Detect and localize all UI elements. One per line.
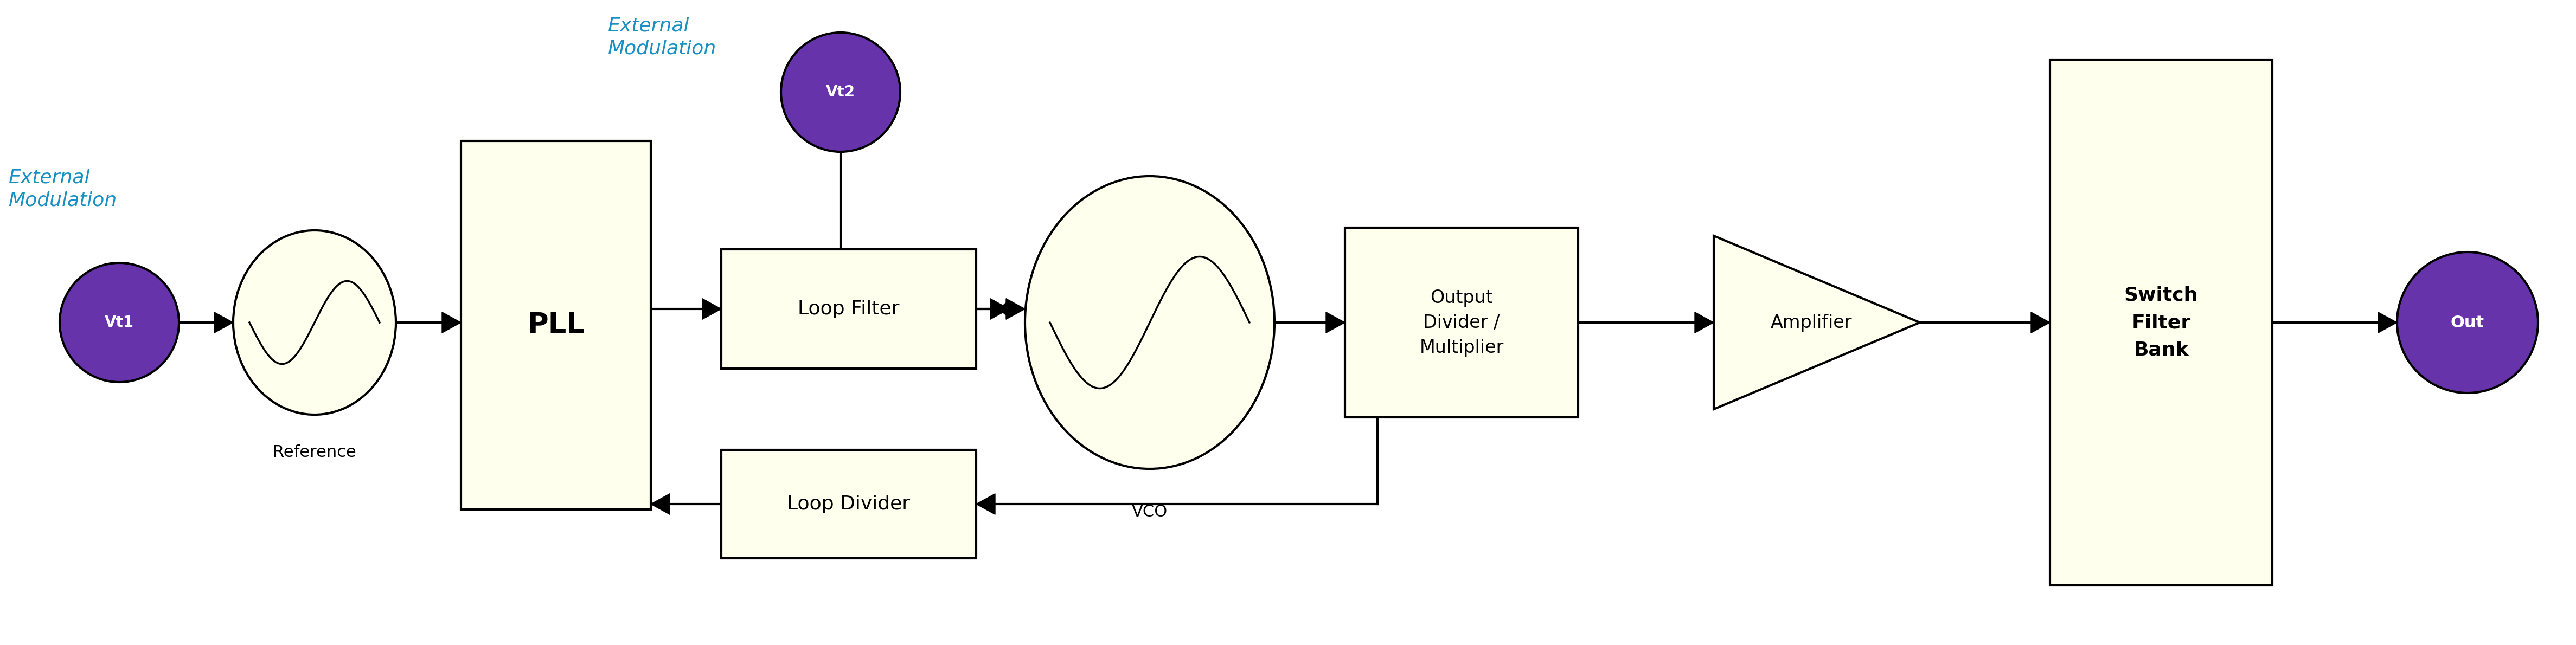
Text: PLL: PLL	[528, 311, 585, 339]
Circle shape	[59, 263, 178, 382]
Polygon shape	[1327, 312, 1345, 333]
Bar	[461, 141, 652, 510]
Text: VCO: VCO	[1131, 504, 1167, 520]
Text: Loop Divider: Loop Divider	[788, 495, 909, 513]
Bar	[2050, 59, 2272, 586]
Text: Amplifier: Amplifier	[1770, 313, 1852, 332]
Text: Loop Filter: Loop Filter	[799, 300, 899, 318]
Text: Out: Out	[2450, 315, 2483, 330]
Text: Vt2: Vt2	[827, 84, 855, 100]
Polygon shape	[1007, 299, 1025, 319]
Polygon shape	[1713, 236, 1919, 409]
Text: External
Modulation: External Modulation	[8, 168, 116, 209]
Polygon shape	[2378, 312, 2398, 333]
Polygon shape	[214, 312, 234, 333]
Polygon shape	[443, 312, 461, 333]
Text: Switch
Filter
Bank: Switch Filter Bank	[2125, 286, 2197, 359]
Polygon shape	[1695, 312, 1713, 333]
Circle shape	[1002, 303, 1015, 315]
Ellipse shape	[234, 230, 397, 415]
Bar	[1345, 228, 1579, 417]
Bar	[721, 250, 976, 368]
Polygon shape	[652, 493, 670, 515]
Circle shape	[2398, 252, 2537, 393]
Polygon shape	[2030, 312, 2050, 333]
Polygon shape	[703, 299, 721, 319]
Polygon shape	[989, 299, 1010, 319]
Text: Reference: Reference	[273, 444, 355, 460]
Text: Vt1: Vt1	[106, 315, 134, 330]
Polygon shape	[976, 493, 994, 515]
Bar	[721, 450, 976, 559]
Ellipse shape	[1025, 176, 1275, 469]
Text: Output
Divider /
Multiplier: Output Divider / Multiplier	[1419, 288, 1504, 357]
Text: External
Modulation: External Modulation	[608, 16, 716, 57]
Circle shape	[781, 32, 899, 152]
